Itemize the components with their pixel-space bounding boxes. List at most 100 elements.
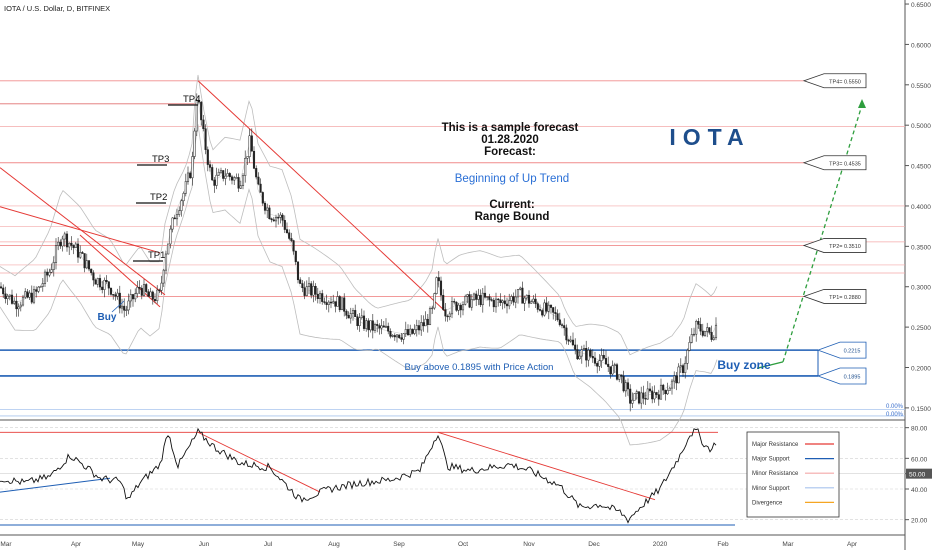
- candle[interactable]: [450, 296, 454, 319]
- candle[interactable]: [17, 303, 20, 317]
- candle[interactable]: [6, 293, 9, 305]
- candle[interactable]: [657, 389, 660, 406]
- candle[interactable]: [162, 268, 165, 288]
- candle[interactable]: [609, 366, 612, 379]
- candle[interactable]: [580, 345, 583, 364]
- candle[interactable]: [626, 378, 630, 396]
- candle[interactable]: [516, 289, 520, 304]
- candle[interactable]: [147, 289, 150, 297]
- candle[interactable]: [512, 292, 515, 306]
- candle[interactable]: [470, 294, 473, 311]
- candle[interactable]: [250, 128, 253, 152]
- candle[interactable]: [679, 358, 682, 374]
- candle[interactable]: [340, 297, 344, 311]
- candle[interactable]: [699, 317, 702, 336]
- candle[interactable]: [662, 383, 665, 395]
- candle[interactable]: [151, 290, 154, 305]
- candle[interactable]: [631, 392, 634, 409]
- candle[interactable]: [464, 294, 467, 306]
- candle[interactable]: [556, 309, 559, 322]
- candles[interactable]: [0, 93, 718, 412]
- candle[interactable]: [387, 322, 390, 335]
- candle[interactable]: [424, 311, 427, 327]
- candle[interactable]: [354, 304, 357, 317]
- candle[interactable]: [347, 311, 350, 319]
- candle[interactable]: [453, 298, 456, 305]
- candle[interactable]: [367, 318, 370, 338]
- candle[interactable]: [98, 274, 102, 291]
- candle[interactable]: [591, 349, 594, 363]
- candle[interactable]: [338, 295, 341, 313]
- candle[interactable]: [442, 289, 445, 311]
- candle[interactable]: [673, 371, 676, 389]
- candle[interactable]: [107, 281, 110, 296]
- candle[interactable]: [21, 294, 25, 307]
- candle[interactable]: [160, 275, 163, 295]
- candle[interactable]: [503, 295, 506, 309]
- candle[interactable]: [268, 205, 271, 220]
- candle[interactable]: [255, 165, 258, 180]
- candle[interactable]: [431, 305, 434, 314]
- candle[interactable]: [125, 305, 128, 316]
- candle[interactable]: [393, 333, 396, 341]
- candle[interactable]: [129, 289, 132, 308]
- candle[interactable]: [263, 201, 267, 215]
- candle[interactable]: [420, 315, 423, 336]
- candle[interactable]: [288, 229, 291, 241]
- candle[interactable]: [635, 389, 638, 400]
- candle[interactable]: [455, 301, 458, 312]
- candle[interactable]: [508, 293, 511, 310]
- candle[interactable]: [646, 381, 649, 400]
- candle[interactable]: [153, 293, 157, 304]
- candle[interactable]: [433, 292, 436, 310]
- candle[interactable]: [653, 385, 656, 403]
- candle[interactable]: [189, 171, 192, 179]
- candle[interactable]: [215, 167, 218, 190]
- candle[interactable]: [272, 217, 275, 222]
- candle[interactable]: [87, 260, 91, 272]
- candle[interactable]: [701, 323, 704, 338]
- candle[interactable]: [239, 180, 242, 190]
- candle[interactable]: [624, 379, 627, 397]
- candle[interactable]: [567, 338, 570, 346]
- candle[interactable]: [536, 301, 539, 313]
- candle[interactable]: [266, 203, 269, 219]
- candle[interactable]: [43, 269, 47, 288]
- candle[interactable]: [83, 253, 86, 273]
- candle[interactable]: [589, 348, 592, 359]
- candle[interactable]: [233, 175, 236, 185]
- candle[interactable]: [72, 244, 75, 255]
- candle[interactable]: [560, 323, 564, 329]
- candle[interactable]: [477, 288, 480, 306]
- candle[interactable]: [527, 290, 531, 308]
- candle[interactable]: [402, 333, 405, 345]
- candle[interactable]: [494, 292, 498, 313]
- candle[interactable]: [235, 173, 238, 179]
- candle[interactable]: [164, 250, 168, 275]
- candle[interactable]: [384, 318, 388, 329]
- candle[interactable]: [96, 277, 99, 288]
- candle[interactable]: [618, 374, 621, 383]
- candle[interactable]: [659, 378, 663, 400]
- candle[interactable]: [109, 287, 113, 296]
- candle[interactable]: [118, 285, 121, 314]
- candle[interactable]: [336, 291, 339, 307]
- candle[interactable]: [521, 281, 524, 304]
- candle[interactable]: [598, 354, 601, 371]
- candle[interactable]: [582, 344, 586, 351]
- candle[interactable]: [131, 293, 135, 307]
- candle[interactable]: [292, 239, 295, 255]
- candle[interactable]: [640, 386, 643, 409]
- candle[interactable]: [538, 304, 542, 312]
- candle[interactable]: [120, 298, 124, 314]
- candle[interactable]: [343, 293, 346, 317]
- candle[interactable]: [468, 291, 471, 309]
- candle[interactable]: [285, 222, 289, 234]
- candle[interactable]: [35, 286, 38, 298]
- candle[interactable]: [637, 391, 641, 405]
- candle[interactable]: [246, 156, 249, 166]
- candle[interactable]: [435, 276, 438, 295]
- candle[interactable]: [65, 231, 69, 252]
- candle[interactable]: [690, 328, 693, 344]
